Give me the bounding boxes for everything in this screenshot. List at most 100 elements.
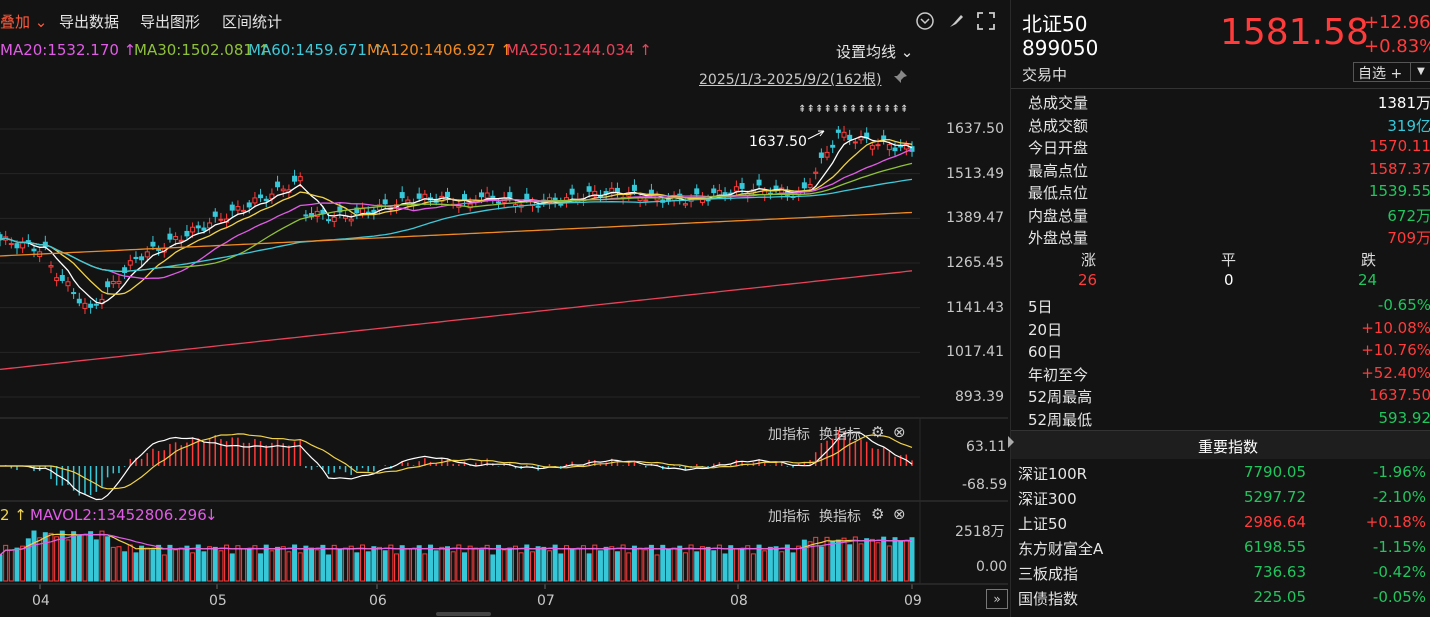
volume-bar <box>195 544 201 582</box>
volume-bar <box>25 538 31 582</box>
candle-body <box>909 146 915 152</box>
event-marker-icon[interactable]: ⇞ <box>866 104 874 115</box>
volume-bar <box>439 546 445 582</box>
candle-body <box>263 198 269 202</box>
volume-bar <box>422 553 428 582</box>
macd-settings-icon[interactable]: ⚙ <box>871 423 885 441</box>
candle-body <box>807 184 813 188</box>
overlay-menu[interactable]: 叠加 ⌄ <box>0 13 48 31</box>
price-axis-label: 893.39 <box>955 389 1004 405</box>
time-axis-label: 08 <box>730 593 748 609</box>
vol-axis-bottom: 0.00 <box>976 559 1008 575</box>
vol-close-icon[interactable]: ⊗ <box>893 505 906 523</box>
overlay-label: 叠加 <box>0 13 31 31</box>
candle-body <box>852 141 858 144</box>
ma-settings-button[interactable]: 设置均线 ⌄ <box>836 43 914 61</box>
vol-add-indicator[interactable]: 加指标 <box>768 509 810 525</box>
collapse-arrow-icon[interactable] <box>1008 436 1014 448</box>
volume-bar <box>428 544 434 582</box>
mavol2-arrow: ↓ <box>205 506 218 524</box>
fullscreen-icon[interactable] <box>976 11 996 31</box>
ma60-value: MA60:1459.671 ↑ <box>248 41 385 59</box>
export-chart-button[interactable]: 导出图形 <box>140 13 201 31</box>
scroll-right-icon[interactable]: » <box>986 589 1008 609</box>
watchlist-dropdown-icon[interactable]: ▼ <box>1410 62 1430 82</box>
macd-switch-indicator[interactable]: 换指标 <box>819 427 861 443</box>
export-data-button[interactable]: 导出数据 <box>59 13 120 31</box>
ma-settings-label: 设置均线 <box>836 43 897 61</box>
time-axis-label: 09 <box>904 593 922 609</box>
volume-bar <box>898 540 904 582</box>
chart-canvas[interactable]: ⇞ ⇞ ⇞ ⇞ ⇞ ⇞ ⇞ ⇞ ⇞ ⇞ ⇞ ⇞ ⇞ <box>0 0 1008 617</box>
volume-bar <box>501 549 507 582</box>
candle-body <box>711 188 717 194</box>
candle-body <box>461 194 467 201</box>
stat-label: 总成交额 <box>1028 116 1089 135</box>
event-marker-icon[interactable]: ⇞ <box>875 104 883 115</box>
index-row-name: 深证100R <box>1018 465 1088 483</box>
watchlist-label: 自选 + <box>1358 66 1403 82</box>
draw-brush-icon[interactable] <box>946 11 966 31</box>
candle-body <box>65 281 71 287</box>
event-marker-icon[interactable]: ⇞ <box>832 104 840 115</box>
index-row[interactable]: 三板成指 736.63 -0.42% <box>1011 563 1430 587</box>
vol-switch-indicator[interactable]: 换指标 <box>819 509 861 525</box>
volume-bar <box>745 545 751 582</box>
volume-bar <box>88 531 94 582</box>
index-row[interactable]: 深证300 5297.72 -2.10% <box>1011 488 1430 512</box>
volume-bar <box>694 551 700 582</box>
period-label: 5日 <box>1028 298 1053 316</box>
index-row[interactable]: 深证100R 7790.05 -1.96% <box>1011 463 1430 487</box>
event-marker-icon[interactable]: ⇞ <box>807 104 815 115</box>
candle-body <box>841 131 847 138</box>
index-row[interactable]: 东方财富全A 6198.55 -1.15% <box>1011 538 1430 562</box>
moving-average-lines <box>0 135 913 371</box>
range-stats-button[interactable]: 区间统计 <box>222 13 283 31</box>
macd-close-icon[interactable]: ⊗ <box>893 423 906 441</box>
volume-bar <box>382 550 388 582</box>
volume-bar <box>779 551 785 582</box>
volume-bar <box>263 544 269 582</box>
event-marker-icon[interactable]: ⇞ <box>824 104 832 115</box>
breadth-up-label: 涨 <box>1081 251 1097 269</box>
watchlist-button[interactable]: 自选 + <box>1353 62 1411 82</box>
volume-bar <box>575 548 581 582</box>
macd-add-indicator[interactable]: 加指标 <box>768 427 810 443</box>
candle-body <box>31 248 37 252</box>
volume-bar <box>258 553 264 582</box>
index-row-price: 5297.72 <box>1243 488 1306 506</box>
volume-bar <box>767 546 773 582</box>
stat-label: 今日开盘 <box>1028 139 1089 157</box>
event-marker-icon[interactable]: ⇞ <box>858 104 866 115</box>
event-marker-icon[interactable]: ⇞ <box>892 104 900 115</box>
expand-circle-icon[interactable] <box>915 11 935 31</box>
vol-settings-icon[interactable]: ⚙ <box>871 505 885 523</box>
volume-bar <box>524 544 530 582</box>
volume-bar <box>682 552 688 582</box>
volume-bar <box>835 539 841 582</box>
event-marker-icon[interactable]: ⇞ <box>849 104 857 115</box>
candle-body <box>495 201 501 204</box>
event-marker-icon[interactable]: ⇞ <box>798 104 806 115</box>
volume-bar <box>909 537 915 582</box>
candle-body <box>139 256 145 261</box>
pin-icon[interactable] <box>892 69 908 85</box>
event-marker-icon[interactable]: ⇞ <box>883 104 891 115</box>
ma20-line <box>0 148 913 280</box>
event-marker-icon[interactable]: ⇞ <box>815 104 823 115</box>
event-marker-icon[interactable]: ⇞ <box>900 104 908 115</box>
candle-body <box>218 218 224 221</box>
index-row[interactable]: 国债指数 225.05 -0.05% <box>1011 588 1430 612</box>
candle-body <box>875 144 881 147</box>
candle-body <box>337 206 343 213</box>
volume-bar <box>14 547 20 582</box>
horizontal-scrollbar[interactable] <box>436 612 491 616</box>
volume-bar <box>558 553 564 582</box>
ma60-line <box>0 178 913 273</box>
candle-body <box>48 265 54 268</box>
index-row[interactable]: 上证50 2986.64 +0.18% <box>1011 513 1430 537</box>
volume-bar <box>484 544 490 582</box>
volume-bar <box>184 545 190 582</box>
volume-bar <box>229 553 235 582</box>
event-marker-icon[interactable]: ⇞ <box>841 104 849 115</box>
